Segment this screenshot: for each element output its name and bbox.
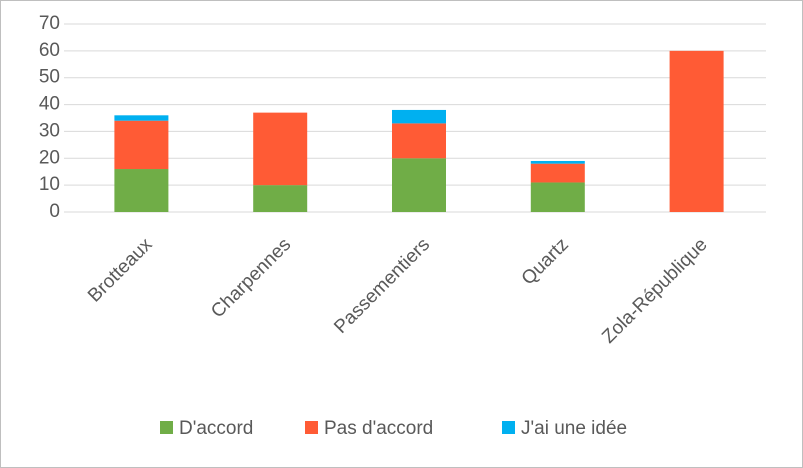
- legend-swatch: [305, 421, 318, 434]
- legend-label: Pas d'accord: [324, 418, 433, 439]
- legend-swatch: [160, 421, 173, 434]
- bar-segment: [253, 112, 308, 186]
- y-tick-label: 70: [39, 13, 60, 34]
- bar-segment: [392, 158, 446, 212]
- bar-segment: [114, 115, 169, 121]
- bar-segment: [530, 163, 585, 183]
- bar-segment: [392, 109, 446, 124]
- legend-label: J'ai une idée: [521, 418, 627, 439]
- y-tick-label: 30: [39, 120, 60, 141]
- bar-segment: [114, 120, 169, 170]
- y-tick-label: 10: [39, 174, 60, 195]
- bar-segment: [530, 182, 585, 212]
- bar-segment: [669, 50, 724, 212]
- bar-segment: [530, 160, 585, 164]
- legend-swatch: [502, 421, 515, 434]
- legend-label: D'accord: [179, 418, 253, 439]
- y-tick-label: 50: [39, 67, 60, 88]
- y-tick-label: 60: [39, 40, 60, 61]
- y-tick-label: 40: [39, 94, 60, 115]
- bar-segment: [392, 123, 446, 159]
- bar-segment: [114, 169, 169, 212]
- y-tick-label: 0: [49, 201, 60, 222]
- bar-segment: [253, 185, 308, 212]
- y-tick-label: 20: [39, 147, 60, 168]
